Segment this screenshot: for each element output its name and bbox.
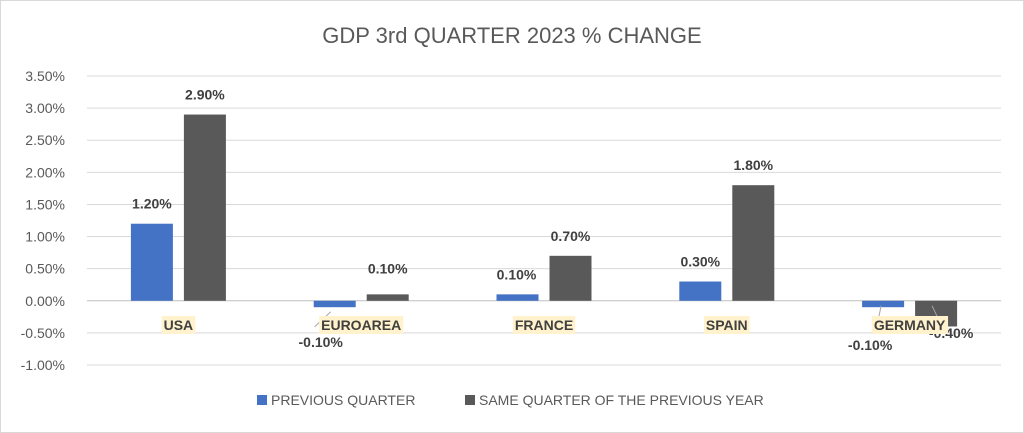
chart-title: GDP 3rd QUARTER 2023 % CHANGE (322, 23, 701, 48)
y-tick-label: -1.00% (21, 357, 65, 373)
y-tick-label: 3.50% (25, 68, 65, 84)
bar-previous-quarter (862, 300, 905, 308)
data-label: -0.10% (299, 334, 344, 350)
data-label: 0.30% (680, 254, 720, 270)
category-label-highlight (161, 316, 196, 334)
category-label: EUROAREA (321, 317, 401, 333)
category-label: FRANCE (515, 317, 573, 333)
y-tick-label: 1.50% (25, 196, 65, 212)
y-tick-label: 0.00% (25, 293, 65, 309)
bars (130, 114, 958, 327)
y-tick-label: 2.00% (25, 164, 65, 180)
legend-label: SAME QUARTER OF THE PREVIOUS YEAR (479, 392, 764, 408)
data-label: 0.70% (551, 228, 591, 244)
bar-previous-quarter (496, 294, 539, 301)
y-tick-label: -0.50% (21, 325, 65, 341)
data-label: 0.10% (368, 260, 408, 276)
legend-label: PREVIOUS QUARTER (271, 392, 415, 408)
category-label-highlight (703, 316, 750, 334)
legend: PREVIOUS QUARTER SAME QUARTER OF THE PREV… (257, 392, 764, 408)
bar-same-quarter-previous-year (366, 294, 409, 301)
category-label-highlight (512, 316, 576, 334)
y-tick-label: 1.00% (25, 229, 65, 245)
data-label: 1.20% (132, 196, 172, 212)
y-tick-label: 2.50% (25, 132, 65, 148)
bar-same-quarter-previous-year (549, 255, 592, 301)
bar-previous-quarter (679, 281, 722, 301)
bar-same-quarter-previous-year (732, 185, 775, 301)
category-label: GERMANY (874, 317, 946, 333)
y-tick-label: 0.50% (25, 261, 65, 277)
data-label: -0.10% (848, 337, 893, 353)
data-label: 0.10% (497, 266, 537, 282)
category-label-highlight (871, 316, 949, 334)
bar-previous-quarter (313, 300, 356, 308)
data-label: 2.90% (185, 87, 225, 103)
category-label: USA (164, 317, 194, 333)
y-tick-label: 3.00% (25, 100, 65, 116)
category-label: SPAIN (706, 317, 748, 333)
bar-same-quarter-previous-year (183, 114, 226, 301)
category-label-highlight (319, 316, 404, 334)
legend-swatch (257, 395, 267, 405)
data-labels: 1.20% 2.90% USA -0.10% 0.10% EUROAREA 0.10% 0.7… (132, 87, 974, 353)
bar-previous-quarter (130, 223, 173, 301)
data-label: 1.80% (733, 157, 773, 173)
legend-swatch (465, 395, 475, 405)
